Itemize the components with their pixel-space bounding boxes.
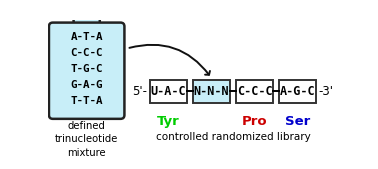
Bar <box>150 80 187 103</box>
FancyBboxPatch shape <box>74 11 100 31</box>
Text: T-G-C: T-G-C <box>70 64 103 74</box>
Text: Tyr: Tyr <box>157 115 180 128</box>
Text: A-G-C: A-G-C <box>280 85 316 98</box>
Bar <box>236 80 273 103</box>
Text: C-C-C: C-C-C <box>70 48 103 58</box>
Text: U-A-C: U-A-C <box>150 85 186 98</box>
Bar <box>193 80 230 103</box>
Text: Pro: Pro <box>242 115 267 128</box>
Text: 5'-: 5'- <box>132 85 147 98</box>
Bar <box>279 80 316 103</box>
Bar <box>73 6 101 15</box>
Text: Ser: Ser <box>285 115 310 128</box>
Text: N-N-N: N-N-N <box>194 85 229 98</box>
Text: A-T-A: A-T-A <box>70 32 103 42</box>
Text: T-T-A: T-T-A <box>70 96 103 106</box>
Text: defined
trinucleotide
mixture: defined trinucleotide mixture <box>55 121 118 158</box>
Text: -3': -3' <box>318 85 333 98</box>
Text: controlled randomized library: controlled randomized library <box>156 132 310 142</box>
FancyBboxPatch shape <box>49 23 124 119</box>
Text: C-C-C: C-C-C <box>237 85 273 98</box>
Text: G-A-G: G-A-G <box>70 80 103 90</box>
Bar <box>77 26 97 31</box>
